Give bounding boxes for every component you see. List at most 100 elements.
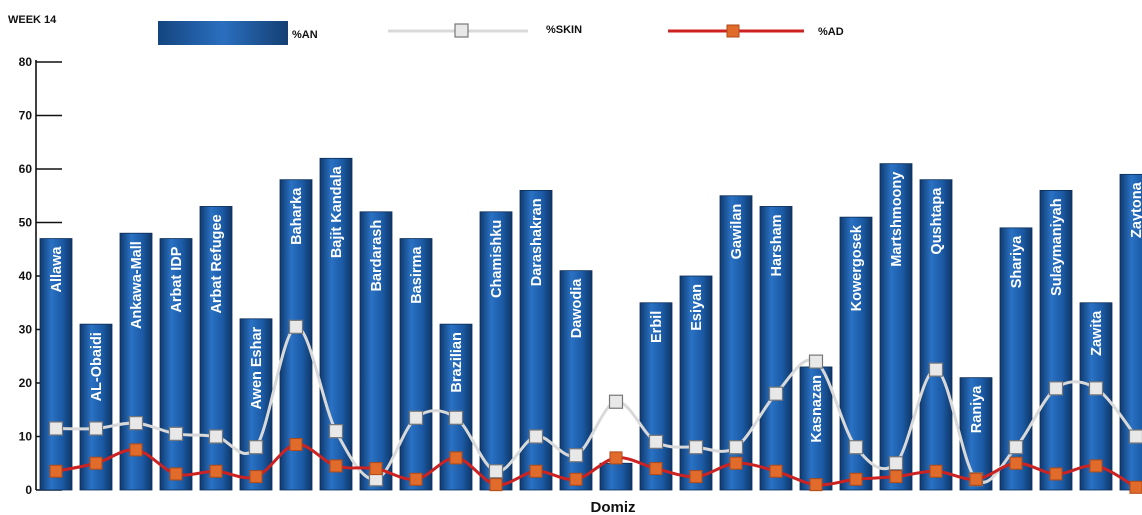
bar-series	[39, 157, 1142, 491]
skin-point	[128, 416, 144, 431]
y-tick-label: 60	[19, 162, 33, 176]
category-label: Sulaymaniyah	[1049, 198, 1065, 296]
ad-point	[529, 464, 543, 478]
bar	[39, 238, 73, 491]
ad-point	[809, 478, 823, 492]
category-label: Shariya	[1009, 235, 1025, 288]
legend: %AN %SKIN %AD	[158, 21, 844, 45]
skin-point	[1128, 429, 1142, 444]
category-label: AL-Obaidi	[89, 332, 105, 401]
ad-point	[329, 459, 343, 473]
ad-point	[649, 462, 663, 476]
skin-point	[408, 410, 424, 425]
y-tick-label: 20	[19, 376, 33, 390]
ad-point	[489, 478, 503, 492]
ad-point	[1009, 456, 1023, 470]
skin-point	[568, 448, 584, 463]
bar	[359, 211, 393, 491]
y-tick-label: 80	[19, 55, 33, 69]
category-label: Esiyan	[689, 284, 705, 331]
category-label: Baharka	[289, 187, 305, 245]
category-label: Martshmoony	[889, 172, 905, 267]
category-label: Erbil	[649, 311, 665, 343]
skin-point	[248, 440, 264, 455]
bar	[239, 318, 273, 491]
skin-point	[608, 394, 624, 409]
ad-point	[729, 456, 743, 470]
skin-point	[688, 440, 704, 455]
category-label: Awen Eshar	[249, 326, 265, 409]
ad-point	[369, 462, 383, 476]
skin-point	[848, 440, 864, 455]
category-label: Gawilan	[729, 204, 745, 260]
skin-point	[1088, 381, 1104, 396]
legend-label-ad: %AD	[818, 26, 844, 38]
skin-point	[928, 362, 944, 377]
bar	[879, 163, 913, 491]
legend-marker-ad	[726, 24, 740, 38]
ad-point	[689, 470, 703, 484]
skin-point	[488, 464, 504, 479]
skin-point	[1008, 440, 1024, 455]
bar	[159, 238, 193, 491]
bar	[399, 238, 433, 491]
y-tick-label: 0	[25, 483, 32, 497]
bar	[799, 366, 833, 491]
skin-point	[648, 434, 664, 449]
y-tick-label: 50	[19, 216, 33, 230]
ad-point	[409, 472, 423, 486]
bar	[959, 377, 993, 491]
y-tick-label: 70	[19, 109, 33, 123]
ad-point	[929, 464, 943, 478]
category-label: Raniya	[969, 385, 985, 433]
bar	[679, 275, 713, 491]
skin-point	[528, 429, 544, 444]
skin-point	[328, 424, 344, 439]
ad-point	[169, 467, 183, 481]
legend-swatch-an	[158, 21, 288, 45]
legend-marker-skin	[454, 23, 469, 38]
category-label: Darashakran	[529, 198, 545, 286]
ad-point	[209, 464, 223, 478]
category-label: Harsham	[769, 214, 785, 276]
ad-point	[889, 470, 903, 484]
category-label: Zawita	[1089, 310, 1105, 356]
category-label: Allawa	[49, 246, 65, 293]
ad-point	[1129, 480, 1142, 494]
category-label: Bardarash	[369, 220, 385, 292]
ad-point	[969, 472, 983, 486]
skin-point	[48, 421, 64, 436]
skin-point	[808, 354, 824, 369]
ad-point	[609, 451, 623, 465]
category-label: Arbat IDP	[169, 246, 185, 312]
skin-point	[288, 319, 304, 334]
chart-title: WEEK 14	[8, 14, 57, 26]
line-ad	[55, 443, 1137, 489]
legend-label-an: %AN	[292, 29, 318, 41]
y-tick-label: 30	[19, 323, 33, 337]
category-label: Ankawa-Mall	[129, 241, 145, 329]
category-label: Kowergosek	[849, 224, 865, 311]
ad-point	[769, 464, 783, 478]
category-labels: Allawa AL-Obaidi Ankawa-Mall Arbat IDP Arbat…	[49, 165, 1142, 442]
category-label: Brazilian	[449, 332, 465, 392]
skin-point	[1048, 381, 1064, 396]
ad-point	[49, 464, 63, 478]
legend-label-skin: %SKIN	[546, 24, 582, 36]
category-label: Kasnazan	[809, 375, 825, 443]
skin-point	[88, 421, 104, 436]
bar	[639, 302, 673, 491]
ad-point	[129, 443, 143, 457]
skin-point	[168, 426, 184, 441]
skin-point	[208, 429, 224, 444]
category-label: Arbat Refugee	[209, 214, 225, 313]
x-axis-label: Domiz	[591, 499, 636, 515]
y-tick-label: 10	[19, 430, 33, 444]
category-label: Chamishku	[489, 220, 505, 298]
bar	[919, 179, 953, 491]
skin-point	[448, 410, 464, 425]
category-label: Dawodia	[569, 278, 585, 339]
ad-point	[1049, 467, 1063, 481]
category-label: Basirma	[409, 246, 425, 304]
category-label: Bajit Kandala	[329, 165, 345, 258]
